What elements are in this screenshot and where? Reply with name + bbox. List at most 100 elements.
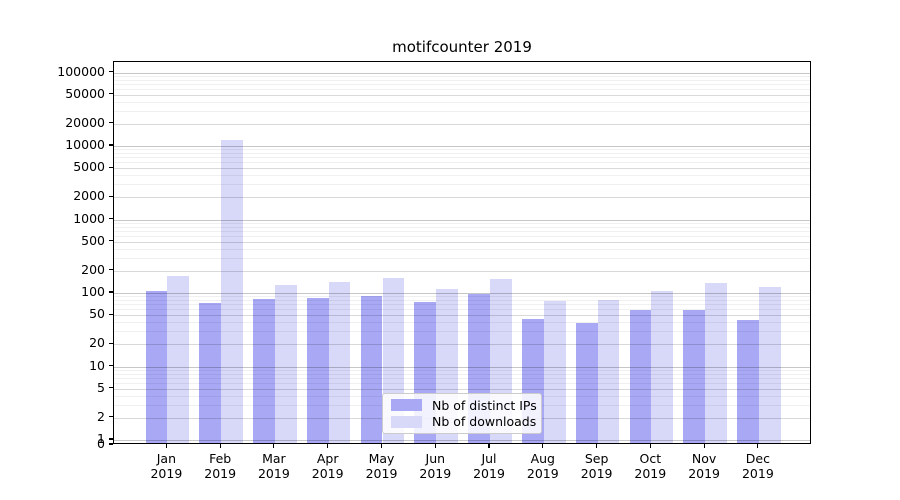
gridline <box>114 79 810 81</box>
gridline <box>114 293 810 294</box>
x-tick-label-line: Nov <box>691 451 717 466</box>
gridline <box>114 344 810 346</box>
gridline <box>114 153 810 155</box>
x-tick-label-line: 2019 <box>419 466 452 481</box>
gridline <box>114 388 810 390</box>
gridline <box>114 315 810 317</box>
legend-row-distinct-ips: Nb of distinct IPs <box>391 398 537 413</box>
bar-downloads <box>651 291 674 443</box>
x-tick-label-line: 2019 <box>580 466 613 481</box>
x-tick-mark <box>380 444 383 448</box>
y-tick-mark <box>109 291 113 293</box>
legend: Nb of distinct IPs Nb of downloads <box>382 393 542 434</box>
gridline <box>114 377 810 379</box>
x-tick-label: Mar 2019 <box>242 451 306 481</box>
x-tick-mark <box>327 444 329 448</box>
gridline <box>114 241 810 243</box>
gridline <box>114 83 810 85</box>
bar-downloads <box>167 276 190 443</box>
bar-downloads <box>705 283 727 443</box>
legend-label-distinct-ips: Nb of distinct IPs <box>432 397 537 413</box>
x-tick-label-line: 2019 <box>311 466 344 481</box>
x-tick-label-line: 2019 <box>365 466 398 481</box>
bar-downloads <box>221 139 243 443</box>
gridline <box>114 226 810 228</box>
bar-downloads <box>597 299 620 443</box>
gridline <box>114 373 810 375</box>
legend-row-downloads: Nb of downloads <box>391 414 536 429</box>
gridline <box>114 369 810 371</box>
bar-distinct-ips <box>253 298 275 443</box>
y-tick-mark <box>109 93 113 95</box>
y-tick-mark <box>109 122 113 124</box>
y-tick-label: 50 <box>89 306 105 322</box>
x-tick-label-line: Aug <box>530 451 555 466</box>
bar-distinct-ips <box>683 309 706 443</box>
bar-distinct-ips <box>737 320 759 443</box>
chart-title: motifcounter 2019 <box>392 38 532 56</box>
x-tick-label: Jan 2019 <box>134 451 198 481</box>
gridline <box>114 184 810 186</box>
x-tick-label: Jul 2019 <box>457 451 521 481</box>
bar-distinct-ips <box>629 310 652 443</box>
x-tick-mark <box>434 444 436 448</box>
x-tick-label-line: 2019 <box>688 466 720 481</box>
y-tick-mark <box>109 240 113 242</box>
y-tick-label: 0 <box>97 436 105 451</box>
bar-distinct-ips <box>199 303 222 443</box>
x-tick-label: Apr 2019 <box>296 451 360 481</box>
legend-swatch-distinct-ips <box>391 399 422 412</box>
y-tick-label: 2000 <box>73 188 105 204</box>
x-tick-label-line: Sep <box>584 451 609 466</box>
y-tick-label: 10 <box>89 357 105 373</box>
y-tick-mark <box>109 387 113 389</box>
gridline <box>114 300 810 302</box>
gridline <box>114 162 810 164</box>
y-tick-label: 1000 <box>73 210 105 226</box>
y-tick-mark <box>109 269 113 271</box>
x-tick-label-line: 2019 <box>634 466 667 481</box>
y-tick-label: 100 <box>81 284 105 299</box>
y-tick-label: 20000 <box>65 114 105 130</box>
y-tick-mark <box>109 144 113 146</box>
gridline <box>114 235 810 237</box>
gridline <box>114 197 810 199</box>
x-tick-label-line: 2019 <box>473 466 505 481</box>
x-tick-mark <box>165 444 167 448</box>
x-tick-label-line: 2019 <box>741 466 774 481</box>
x-tick-mark <box>649 444 651 448</box>
y-tick-mark <box>109 438 113 440</box>
gridline <box>114 366 810 368</box>
y-tick-mark <box>109 313 113 315</box>
bar-downloads <box>274 285 297 443</box>
gridline <box>114 440 810 441</box>
y-tick-mark <box>109 70 113 73</box>
x-tick-label-line: Oct <box>639 451 662 466</box>
gridline <box>114 270 810 272</box>
gridline <box>114 110 810 112</box>
x-tick-label-line: Feb <box>209 451 232 466</box>
x-tick-label: Aug 2019 <box>511 451 575 481</box>
gridline <box>114 248 810 250</box>
y-tick-label: 5 <box>97 379 105 395</box>
gridline <box>114 382 810 384</box>
x-tick-label-line: May <box>368 451 395 466</box>
legend-swatch-downloads <box>391 415 422 428</box>
x-tick-mark <box>219 444 221 448</box>
gridline <box>114 309 810 311</box>
x-tick-label-line: Mar <box>262 451 286 466</box>
bar-distinct-ips <box>360 295 383 443</box>
y-tick-mark <box>109 364 113 367</box>
x-tick-label: Jun 2019 <box>403 451 467 481</box>
gridline <box>114 88 810 90</box>
x-tick-mark <box>703 444 705 448</box>
x-tick-label: Sep 2019 <box>565 451 629 481</box>
x-tick-label: Dec 2019 <box>726 451 790 481</box>
gridline <box>114 168 810 170</box>
gridline <box>114 72 810 74</box>
bar-downloads <box>758 286 781 443</box>
y-tick-mark <box>109 416 113 418</box>
x-tick-label-line: Jan <box>156 451 177 466</box>
y-tick-label: 500 <box>81 232 105 248</box>
